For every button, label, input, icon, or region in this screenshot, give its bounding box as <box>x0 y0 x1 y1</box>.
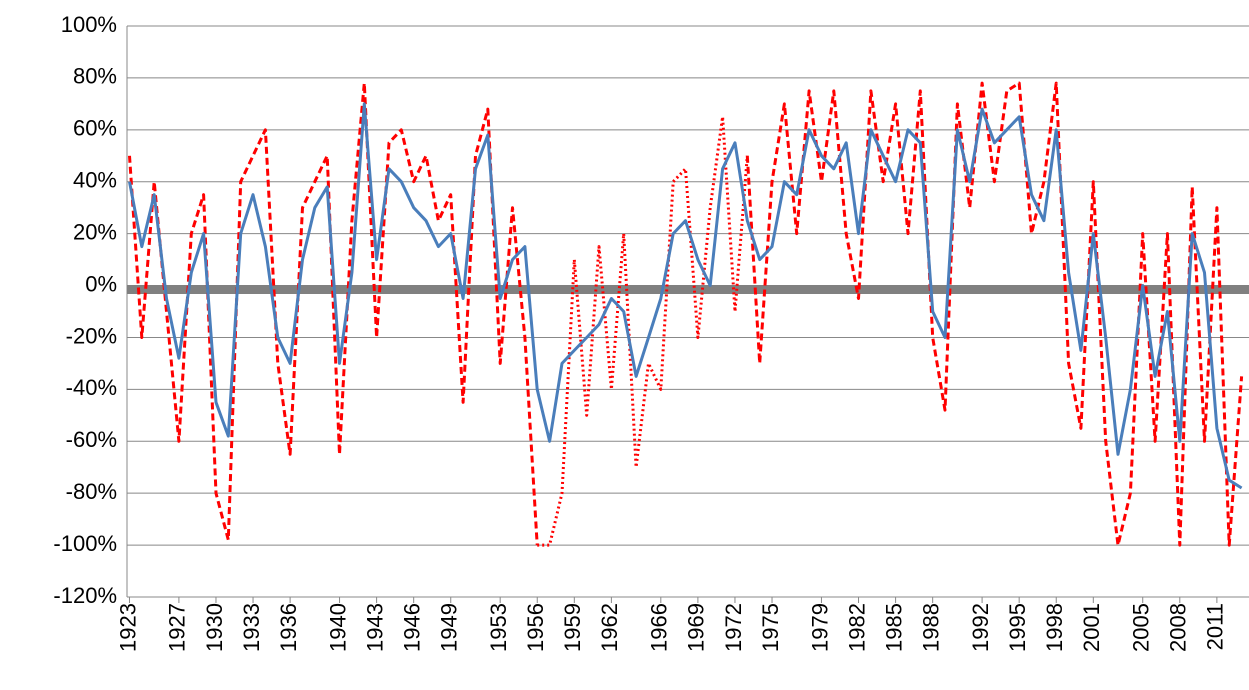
x-tick-label: 2008 <box>1166 603 1191 652</box>
y-tick-label: -20% <box>66 323 117 348</box>
x-tick-label: 1959 <box>560 603 585 652</box>
y-tick-label: -60% <box>66 427 117 452</box>
x-tick-label: 1956 <box>523 603 548 652</box>
x-tick-label: 1998 <box>1042 603 1067 652</box>
x-tick-label: 2005 <box>1129 603 1154 652</box>
x-tick-label: 2001 <box>1079 603 1104 652</box>
x-tick-label: 1982 <box>844 603 869 652</box>
series-line <box>128 81 1244 547</box>
x-tick-label: 2011 <box>1203 603 1228 650</box>
y-tick-label: -120% <box>53 583 117 608</box>
x-tick-label: 1962 <box>597 603 622 652</box>
x-tick-label: 1975 <box>758 603 783 652</box>
x-tick-label: 1985 <box>881 603 906 652</box>
y-tick-label: 20% <box>73 219 117 244</box>
y-tick-label: 0% <box>85 271 117 296</box>
x-tick-label: 1995 <box>1005 603 1030 652</box>
y-tick-label: -40% <box>66 375 117 400</box>
x-tick-label: 1927 <box>165 603 190 652</box>
x-tick-label: 1936 <box>276 603 301 652</box>
x-tick-label: 1943 <box>362 603 387 652</box>
x-tick-label: 1933 <box>239 603 264 652</box>
x-tick-label: 1940 <box>325 603 350 652</box>
x-tick-label: 1930 <box>202 603 227 652</box>
x-tick-label: 1988 <box>918 603 943 652</box>
x-tick-label: 1969 <box>684 603 709 652</box>
y-tick-label: 40% <box>73 168 117 193</box>
x-tick-label: 1949 <box>437 603 462 652</box>
x-tick-label: 1953 <box>486 603 511 652</box>
series-line <box>128 102 1243 490</box>
series-line <box>537 115 749 547</box>
x-tick-label: 1972 <box>721 603 746 652</box>
x-tick-label: 1946 <box>399 603 424 652</box>
y-tick-label: 80% <box>73 64 117 89</box>
y-tick-label: 100% <box>61 12 117 37</box>
y-tick-label: -100% <box>53 531 117 556</box>
x-tick-label: 1992 <box>968 603 993 652</box>
y-tick-label: 60% <box>73 116 117 141</box>
x-tick-label: 1979 <box>807 603 832 652</box>
x-tick-label: 1923 <box>115 603 140 652</box>
y-tick-label: -80% <box>66 479 117 504</box>
x-tick-label: 1966 <box>647 603 672 652</box>
